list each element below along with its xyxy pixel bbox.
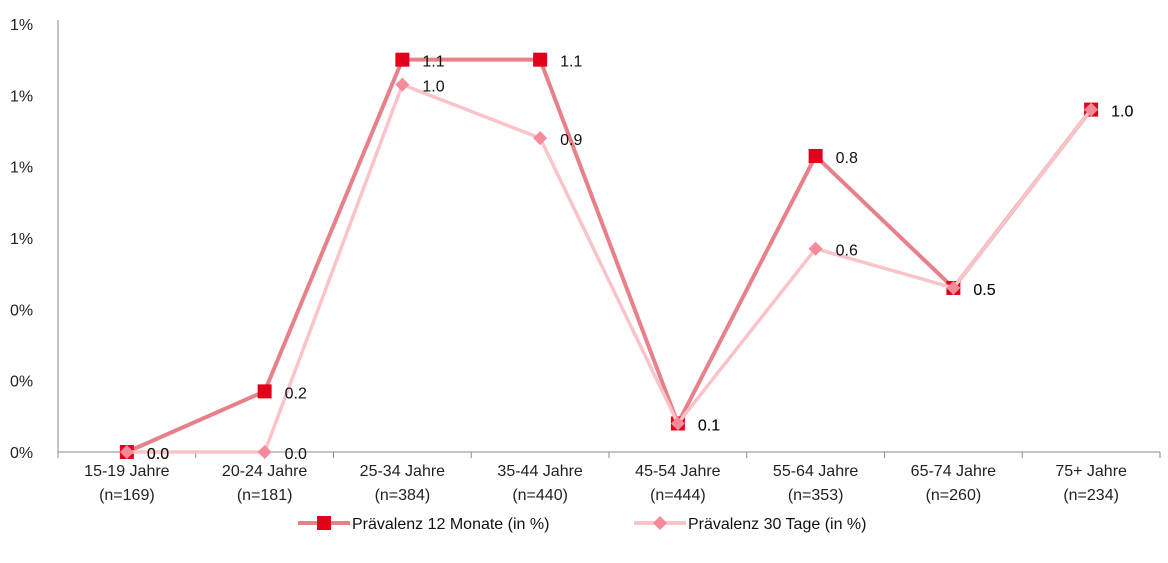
data-label: 0.8	[836, 150, 858, 167]
x-tick-label: 45-54 Jahre (n=444)	[635, 463, 720, 504]
series-line	[124, 57, 1094, 454]
legend-label: Prävalenz 30 Tage (in %)	[688, 516, 866, 533]
data-point-marker	[808, 148, 823, 163]
data-point-marker	[670, 416, 685, 431]
data-point-marker	[533, 52, 548, 67]
legend-marker	[317, 516, 331, 530]
data-label: 1.1	[560, 54, 582, 71]
data-point-marker	[257, 445, 272, 459]
data-label: 0.0	[147, 446, 169, 463]
x-tick-label: 25-34 Jahre (n=384)	[360, 463, 445, 504]
data-label: 1.0	[1111, 104, 1133, 121]
data-label: 0.5	[973, 282, 995, 299]
data-label: 0.1	[698, 417, 720, 434]
y-tick-label: 1%	[10, 160, 33, 177]
data-label: 0.2	[285, 385, 307, 402]
x-tick-label: 75+ Jahre (n=234)	[1055, 463, 1127, 504]
data-point-marker	[1084, 102, 1099, 117]
legend-marker	[653, 516, 667, 530]
data-label: 0.0	[285, 446, 307, 463]
data-label: 0.9	[560, 132, 582, 149]
data-label: 1.1	[422, 54, 444, 71]
y-tick-label: 0%	[10, 445, 33, 462]
data-label: 0.0	[147, 446, 169, 463]
y-tick-label: 0%	[10, 302, 33, 319]
legend-label: Prävalenz 12 Monate (in %)	[352, 516, 549, 533]
series-line	[125, 82, 1093, 454]
x-tick-label: 35-44 Jahre (n=440)	[497, 463, 582, 504]
y-tick-label: 1%	[10, 231, 33, 248]
data-point-marker	[395, 77, 410, 92]
data-label: 1.0	[422, 79, 444, 96]
legend: Prävalenz 12 Monate (in %) Prävalenz 30 T…	[298, 516, 866, 533]
data-point-marker	[533, 131, 548, 146]
data-point-marker	[808, 241, 823, 256]
y-tick-label: 0%	[10, 374, 33, 391]
x-tick-label: 20-24 Jahre (n=181)	[222, 463, 307, 504]
y-tick-label: 1%	[10, 88, 33, 105]
y-tick-label: 1%	[10, 17, 33, 34]
data-label: 1.0	[1111, 104, 1133, 121]
data-point-marker	[257, 384, 272, 399]
data-labels: 0.00.21.1 1.10.10.80.51.00.0 0.01.00.90.10…	[147, 54, 1134, 463]
x-tick-label: 55-64 Jahre (n=353)	[773, 463, 858, 504]
data-label: 0.1	[698, 417, 720, 434]
y-axis: 0% 0% 0% 1% 1% 1% 1%	[10, 17, 59, 462]
data-label: 0.6	[836, 243, 858, 260]
x-tick-label: 15-19 Jahre (n=169)	[84, 463, 169, 504]
data-point-marker	[946, 280, 961, 295]
data-point-marker	[119, 445, 134, 459]
data-point-marker	[395, 52, 410, 67]
data-label: 0.5	[973, 282, 995, 299]
x-axis: 15-19 Jahre (n=169) 20-24 Jahre (n=181) 25-3…	[57, 451, 1161, 504]
x-tick-label: 65-74 Jahre (n=260)	[911, 463, 996, 504]
series-layer	[119, 52, 1099, 459]
